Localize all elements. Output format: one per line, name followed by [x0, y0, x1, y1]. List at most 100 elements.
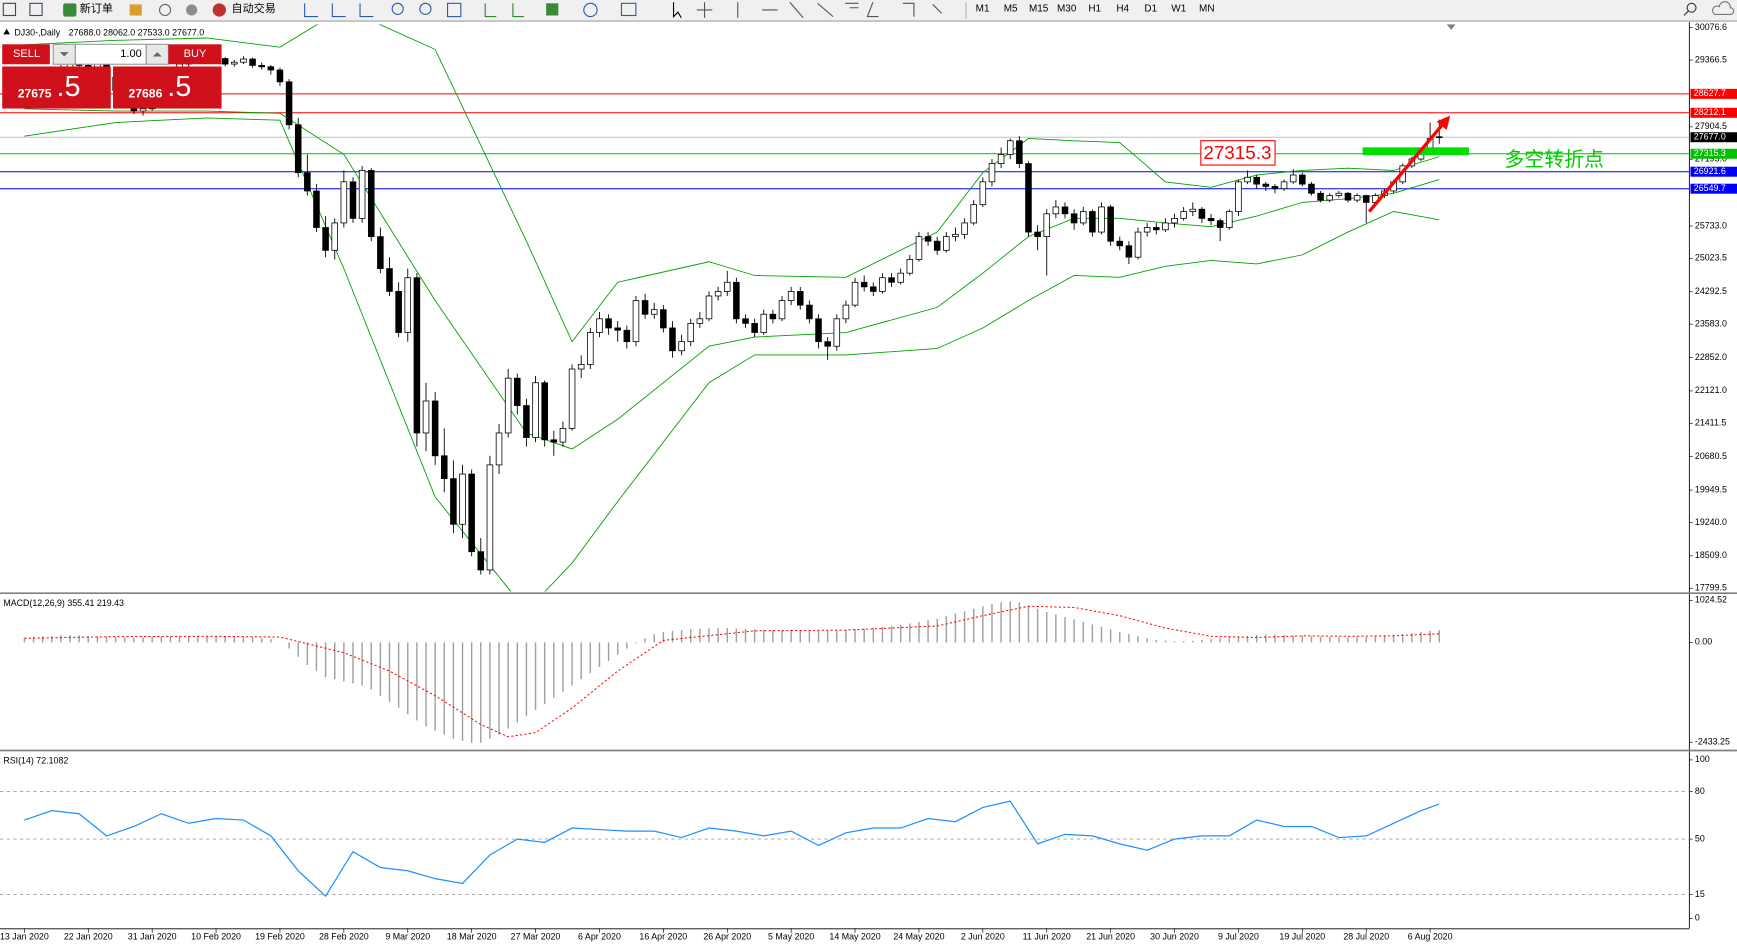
- timeframe[interactable]: M5: [1004, 3, 1018, 14]
- timeframe[interactable]: M30: [1057, 3, 1077, 14]
- candle-body: [1107, 206, 1114, 242]
- candle-body: [860, 281, 868, 288]
- candle-body: [1262, 183, 1270, 187]
- price-annotation-box: [1200, 140, 1276, 166]
- cloud[interactable]: [1712, 1, 1735, 15]
- candle-body: [1052, 206, 1060, 215]
- zoom-in[interactable]: [391, 2, 404, 15]
- auto-trading[interactable]: 自动交易: [232, 1, 276, 15]
- x-tick-label: 18 Mar 2020: [447, 931, 497, 941]
- candle-body: [258, 65, 265, 68]
- sell-price-box[interactable]: [2, 66, 111, 109]
- timeframe[interactable]: MN: [1199, 3, 1214, 14]
- candle-body: [313, 190, 320, 228]
- cursor[interactable]: [672, 2, 682, 19]
- auto-trading-icon[interactable]: [212, 3, 226, 17]
- candle-body: [833, 318, 841, 347]
- chart-shift-marker: [1446, 24, 1456, 30]
- candle-body: [660, 309, 667, 329]
- y-tick-label: 30076.6: [1695, 22, 1727, 32]
- tile[interactable]: [446, 2, 462, 18]
- bollinger-middle: [24, 108, 1440, 450]
- buy-pips[interactable]: .5: [167, 71, 191, 103]
- buy-label[interactable]: BUY: [184, 48, 207, 60]
- candle-body: [988, 163, 996, 183]
- candle-body: [1153, 227, 1160, 231]
- candle-body: [568, 368, 576, 429]
- x-tick-label: 21 Jun 2020: [1086, 931, 1135, 941]
- toolbar-bg: [0, 0, 1737, 22]
- x-tick-label: 16 Apr 2020: [639, 931, 687, 941]
- y-tick-label: -2433.25: [1695, 737, 1730, 747]
- new-order[interactable]: 新订单: [80, 1, 113, 15]
- toolbar: 新订单 自动交易 M1 M5 M15 M30 H1 H4 D1 W1 MN: [0, 0, 1737, 22]
- level-label-box: [1690, 183, 1737, 194]
- x-tick-label: 13 Jan 2020: [0, 931, 49, 941]
- candle-body: [733, 281, 740, 320]
- timeframe[interactable]: M1: [976, 3, 990, 14]
- zoom-out[interactable]: [419, 2, 432, 15]
- lot[interactable]: 1.00: [120, 48, 142, 60]
- candle-body: [623, 329, 631, 343]
- periods[interactable]: [583, 2, 598, 18]
- sell-label[interactable]: SELL: [13, 48, 40, 60]
- rsi-line: [24, 800, 1440, 898]
- new-order-icon[interactable]: [63, 3, 77, 17]
- templates[interactable]: [620, 2, 637, 17]
- candle-body: [550, 439, 558, 443]
- buy-price[interactable]: 27686: [129, 86, 163, 100]
- search[interactable]: [1686, 2, 1697, 13]
- candle-body: [723, 281, 731, 292]
- sell-price[interactable]: 27675: [18, 86, 52, 100]
- candle-body: [249, 58, 256, 66]
- icon[interactable]: [29, 2, 43, 17]
- candle-body: [933, 240, 941, 251]
- candle-body: [1226, 211, 1233, 228]
- timeframe[interactable]: H4: [1116, 3, 1129, 14]
- candle-body: [1180, 211, 1187, 219]
- icon[interactable]: [2, 2, 17, 17]
- timeframe[interactable]: W1: [1171, 3, 1186, 14]
- sell-pips[interactable]: .5: [56, 71, 80, 103]
- candle-body: [240, 58, 247, 63]
- candle-body: [1326, 195, 1333, 201]
- x-tick-label: 30 Jun 2020: [1150, 931, 1199, 941]
- timeframe[interactable]: H1: [1088, 3, 1101, 14]
- candle-body: [577, 364, 585, 370]
- candle-body: [1143, 227, 1151, 233]
- candle-body: [650, 309, 658, 315]
- icon[interactable]: [186, 4, 198, 16]
- candle-body: [523, 405, 530, 438]
- candle-body: [888, 277, 895, 283]
- candle-body: [504, 377, 512, 434]
- y-tick-label: 23583.0: [1695, 319, 1727, 329]
- sell-button[interactable]: [2, 44, 50, 65]
- indicators[interactable]: [546, 3, 559, 16]
- candle-body: [1089, 211, 1096, 233]
- bollinger-upper: [24, 24, 1440, 343]
- level-label-box: [1690, 88, 1737, 99]
- scroll-icons[interactable]: [484, 3, 524, 18]
- turning-point-note: 多空转折点: [1504, 148, 1604, 171]
- candle-body: [760, 313, 768, 333]
- y-tick-label: 100: [1695, 754, 1710, 764]
- search: [1683, 10, 1689, 16]
- candle-body: [1061, 206, 1069, 215]
- candle-body: [641, 300, 649, 315]
- buy-price-box[interactable]: [112, 66, 222, 109]
- candle-body: [1253, 176, 1260, 185]
- candle-body: [879, 277, 886, 292]
- icon[interactable]: [129, 4, 142, 16]
- ohlc-header: 27688.0 28062.0 27533.0 27677.0: [69, 28, 205, 38]
- timeframe[interactable]: D1: [1144, 3, 1157, 14]
- candle-body: [1207, 217, 1215, 222]
- chart-type-icons[interactable]: [304, 3, 374, 18]
- x-tick-label: 27 Mar 2020: [511, 931, 561, 941]
- buy-button[interactable]: [168, 44, 222, 65]
- drawing-tools[interactable]: [696, 1, 943, 19]
- pane-title: MACD(12,26,9) 355.41 219.43: [3, 598, 124, 608]
- timeframe[interactable]: M15: [1029, 3, 1049, 14]
- y-tick-label: 0: [1695, 913, 1700, 923]
- icon[interactable]: [158, 3, 172, 17]
- timeframes: M1 M5 M15 M30 H1 H4 D1 W1 MN: [976, 3, 1215, 14]
